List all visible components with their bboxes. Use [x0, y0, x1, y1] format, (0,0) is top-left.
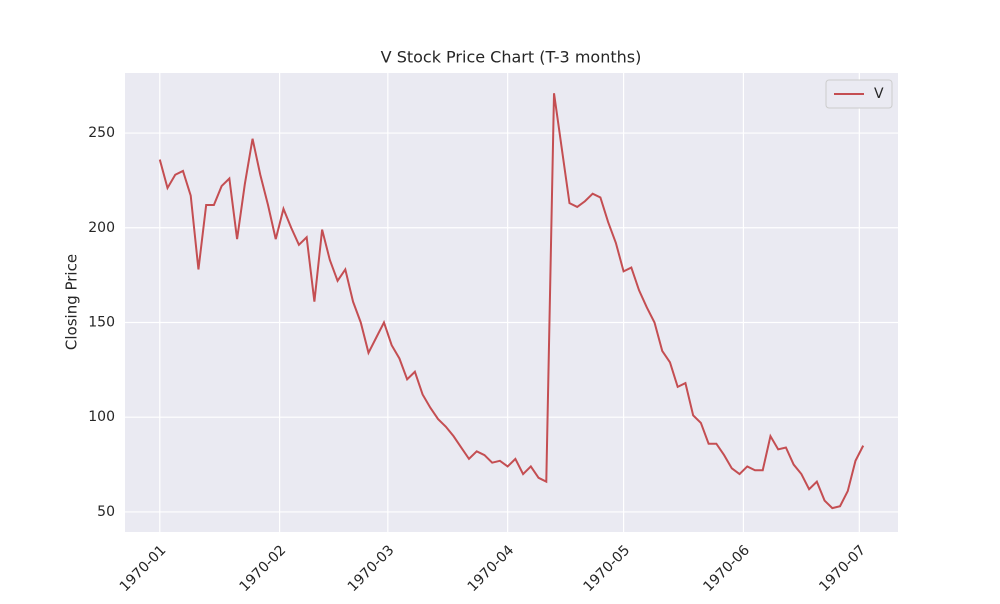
y-tick-label: 150 [88, 314, 115, 330]
x-tick-label: 1970-05 [581, 542, 634, 595]
y-tick-label: 100 [88, 409, 115, 425]
plot-area [125, 73, 898, 532]
y-tick-label: 50 [97, 504, 115, 520]
x-tick-label: 1970-03 [345, 542, 398, 595]
y-axis-label: Closing Price [63, 254, 81, 350]
legend-label: V [874, 86, 884, 102]
x-tick-label: 1970-06 [700, 542, 753, 595]
y-tick-label: 200 [88, 220, 115, 236]
y-tick-label: 250 [88, 125, 115, 141]
chart-title: V Stock Price Chart (T-3 months) [381, 48, 642, 67]
x-tick-label: 1970-01 [117, 542, 170, 595]
x-tick-label: 1970-02 [237, 542, 290, 595]
x-tick-label: 1970-04 [465, 542, 518, 595]
price-line [158, 93, 865, 510]
x-tick-label: 1970-07 [816, 542, 869, 595]
